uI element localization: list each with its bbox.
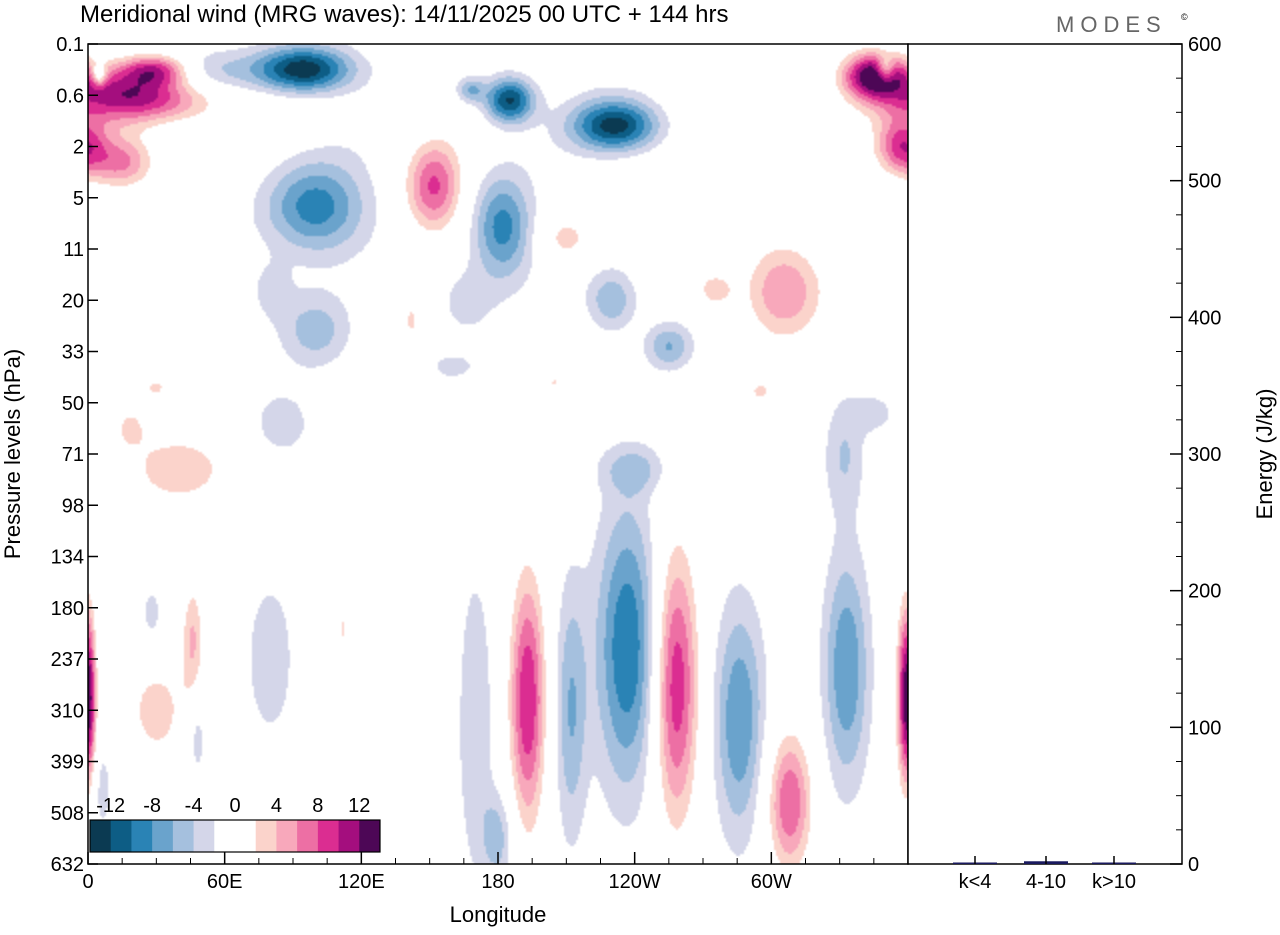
colorbar-swatch [172,820,195,852]
x-tick-label: 0 [82,871,93,893]
y-tick-label: 310 [51,700,84,722]
y-tick-label: 5 [73,188,84,210]
colorbar-swatch [276,820,298,852]
x-axis-label: Longitude [450,902,547,927]
brand-logo: MODES [1056,12,1167,37]
y-axis: 0.1 0.6 2 5 11 20 33 50 71 98 134 180 237 310 399 508 63… [51,34,98,876]
colorbar-swatch [152,820,174,852]
energy-category-label: k>10 [1092,871,1136,893]
y-tick-label: 632 [51,854,84,876]
colorbar-swatch [297,820,319,852]
colorbar-label: 12 [348,795,370,817]
colorbar-swatch [235,820,257,852]
y-tick-label: 0.1 [56,34,84,56]
x-axis: 0 60E 120E 180 120W 60W [82,852,875,893]
y-tick-label: 98 [62,495,84,517]
energy-tick-label: 300 [1188,444,1221,466]
energy-axis-label: Energy (J/kg) [1252,389,1277,520]
x-tick-label: 180 [481,871,514,893]
colorbar-swatch [317,820,340,852]
colorbar-label: -8 [143,795,161,817]
x-tick-label: 120W [609,871,661,893]
y-tick-label: 20 [62,290,84,312]
colorbar-swatch [359,820,381,852]
x-tick-label: 60E [207,871,243,893]
y-axis-label: Pressure levels (hPa) [0,349,25,559]
y-tick-label: 237 [51,649,84,671]
colorbar-label: -12 [96,795,125,817]
y-tick-label: 33 [62,342,84,364]
colorbar-swatch [110,820,132,852]
energy-category-label: 4-10 [1026,871,1066,893]
energy-panel-frame [907,43,1183,865]
energy-category-label: k<4 [959,871,992,893]
y-tick-label: 508 [51,803,84,825]
x-tick-label: 120E [338,871,385,893]
contour-image [88,44,908,864]
brand-mark: © [1181,12,1188,22]
colorbar-swatch [214,820,236,852]
y-tick-label: 2 [73,137,84,159]
energy-tick-label: 0 [1188,854,1199,876]
energy-axis: 0 100 200 300 400 500 600 [1170,34,1221,876]
y-tick-label: 399 [51,752,84,774]
y-tick-label: 11 [63,239,84,261]
chart-title: Meridional wind (MRG waves): 14/11/2025 … [80,1,729,28]
colorbar-label: -4 [185,795,203,817]
colorbar-swatch [193,820,215,852]
colorbar-swatch [255,820,277,852]
colorbar-swatch [338,820,360,852]
colorbar-label: 8 [312,795,323,817]
y-tick-label: 50 [62,393,84,415]
colorbar-swatch [90,820,112,852]
contour-field [88,44,908,864]
y-tick-label: 71 [62,444,84,466]
energy-bars: k<4 4-10 k>10 [953,856,1136,893]
y-tick-label: 180 [51,598,84,620]
energy-tick-label: 500 [1188,171,1221,193]
energy-tick-label: 200 [1188,581,1221,603]
x-tick-label: 60W [751,871,792,893]
energy-tick-label: 600 [1188,34,1221,56]
colorbar: -12 -8 -4 0 4 8 12 [89,795,381,853]
colorbar-swatch [131,820,153,852]
colorbar-label: 0 [229,795,240,817]
energy-tick-label: 100 [1188,717,1221,739]
y-tick-label: 134 [51,547,84,569]
colorbar-label: 4 [271,795,282,817]
y-tick-label: 0.6 [56,85,84,107]
energy-tick-label: 400 [1188,307,1221,329]
colorbar-frame [89,819,381,853]
